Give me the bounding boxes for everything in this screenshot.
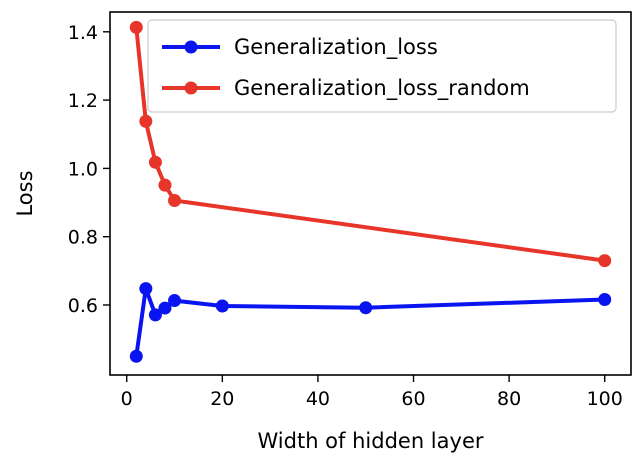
data-point-generalization-loss-random xyxy=(139,114,153,128)
x-tick-label: 80 xyxy=(497,388,521,410)
y-tick-label: 1.4 xyxy=(68,22,98,44)
y-tick-label: 0.8 xyxy=(68,227,98,249)
data-point-generalization-loss xyxy=(215,299,229,313)
x-tick-label: 40 xyxy=(306,388,330,410)
x-tick-label: 20 xyxy=(210,388,234,410)
legend-marker-generalization-loss xyxy=(184,40,198,54)
data-point-generalization-loss-random xyxy=(129,20,143,34)
data-point-generalization-loss-random xyxy=(148,155,162,169)
series-layer xyxy=(129,20,612,363)
x-axis-ticks: 0 20 40 60 80 100 xyxy=(121,375,623,410)
data-point-generalization-loss xyxy=(168,294,182,308)
x-tick-label: 0 xyxy=(121,388,133,410)
data-point-generalization-loss xyxy=(598,293,612,307)
y-tick-label: 1.2 xyxy=(68,90,98,112)
data-point-generalization-loss xyxy=(359,301,373,315)
series-line-generalization-loss-random xyxy=(134,25,607,263)
series-line-generalization-loss xyxy=(134,286,607,359)
y-axis-ticks: 0.6 0.8 1.0 1.2 1.4 xyxy=(68,22,110,317)
legend-label-generalization-loss: Generalization_loss xyxy=(234,35,438,60)
data-point-generalization-loss-random xyxy=(598,254,612,268)
x-tick-label: 100 xyxy=(587,388,623,410)
data-point-generalization-loss-random xyxy=(158,178,172,192)
data-point-generalization-loss xyxy=(139,282,153,296)
data-point-generalization-loss xyxy=(129,349,143,363)
data-point-generalization-loss-random xyxy=(168,194,182,208)
x-axis-label: Width of hidden layer xyxy=(258,429,484,453)
y-tick-label: 1.0 xyxy=(68,158,98,180)
legend-box xyxy=(147,19,617,113)
legend-label-generalization-loss-random: Generalization_loss_random xyxy=(234,76,530,101)
x-tick-label: 60 xyxy=(401,388,425,410)
data-point-generalization-loss xyxy=(148,308,162,322)
y-tick-label: 0.6 xyxy=(68,295,98,317)
legend-marker-generalization-loss-random xyxy=(184,81,198,95)
data-point-generalization-loss xyxy=(158,301,172,315)
y-axis-label: Loss xyxy=(13,170,37,216)
plot-area-frame xyxy=(109,11,632,376)
legend: Generalization_loss Generalization_loss_… xyxy=(147,19,617,113)
